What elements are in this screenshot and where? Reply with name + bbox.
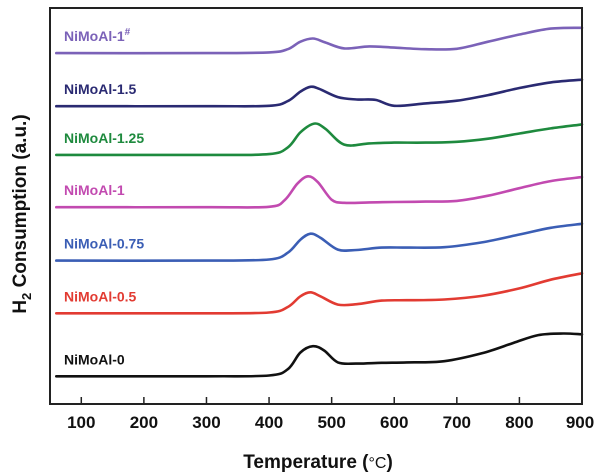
- series-label-2: NiMoAl-1.25: [64, 130, 144, 146]
- y-axis-title-sub: 2: [19, 293, 34, 300]
- x-tick-label: 500: [317, 413, 345, 432]
- y-axis-title-rest: Consumption (a.u.): [10, 114, 31, 292]
- series-label-3: NiMoAl-1: [64, 182, 125, 198]
- series-line-4: [55, 222, 584, 262]
- series-label-text: NiMoAl-1: [64, 182, 125, 198]
- x-tick-label: 900: [566, 413, 594, 432]
- series-label-text: NiMoAl-0.75: [64, 236, 144, 252]
- x-axis-title-text: Temperature (: [243, 452, 369, 473]
- series-line-5: [55, 272, 584, 315]
- series-line-3: [55, 174, 584, 209]
- series-label-5: NiMoAl-0.5: [64, 288, 137, 304]
- x-tick-label: 100: [67, 413, 95, 432]
- plot-frame: [49, 7, 583, 405]
- x-tick-label: 700: [443, 413, 471, 432]
- x-axis-close: ): [386, 452, 392, 473]
- series-line-0: [55, 26, 584, 55]
- series-label-text: NiMoAl-1.5: [64, 81, 137, 97]
- x-tick-label: 300: [192, 413, 220, 432]
- y-axis-title: H2 Consumption (a.u.): [10, 114, 34, 313]
- x-axis-title: Temperature (°C): [243, 452, 393, 473]
- x-tick-label: 200: [130, 413, 158, 432]
- series-label-0: NiMoAl-1#: [64, 27, 131, 44]
- series-layer: [55, 26, 584, 378]
- series-label-text: NiMoAl-1: [64, 28, 125, 44]
- x-axis-unit: °C: [369, 455, 387, 472]
- series-label-text: NiMoAl-0.5: [64, 288, 137, 304]
- x-tick-label: 400: [255, 413, 283, 432]
- x-tick-label: 800: [505, 413, 533, 432]
- series-label-text: NiMoAl-0: [64, 351, 125, 367]
- y-axis-title-h: H: [10, 300, 31, 314]
- series-label-6: NiMoAl-0: [64, 351, 125, 367]
- series-label-superscript: #: [125, 27, 131, 38]
- series-line-6: [55, 332, 584, 378]
- series-label-4: NiMoAl-0.75: [64, 236, 144, 252]
- series-label-layer: NiMoAl-1#NiMoAl-1.5NiMoAl-1.25NiMoAl-1Ni…: [64, 27, 144, 367]
- tick-layer: 100 200 300 400 500 600 700 800 900: [67, 397, 594, 432]
- series-line-1: [55, 78, 584, 108]
- series-label-1: NiMoAl-1.5: [64, 81, 137, 97]
- series-label-text: NiMoAl-1.25: [64, 130, 144, 146]
- series-line-2: [55, 122, 584, 157]
- x-tick-label: 600: [380, 413, 408, 432]
